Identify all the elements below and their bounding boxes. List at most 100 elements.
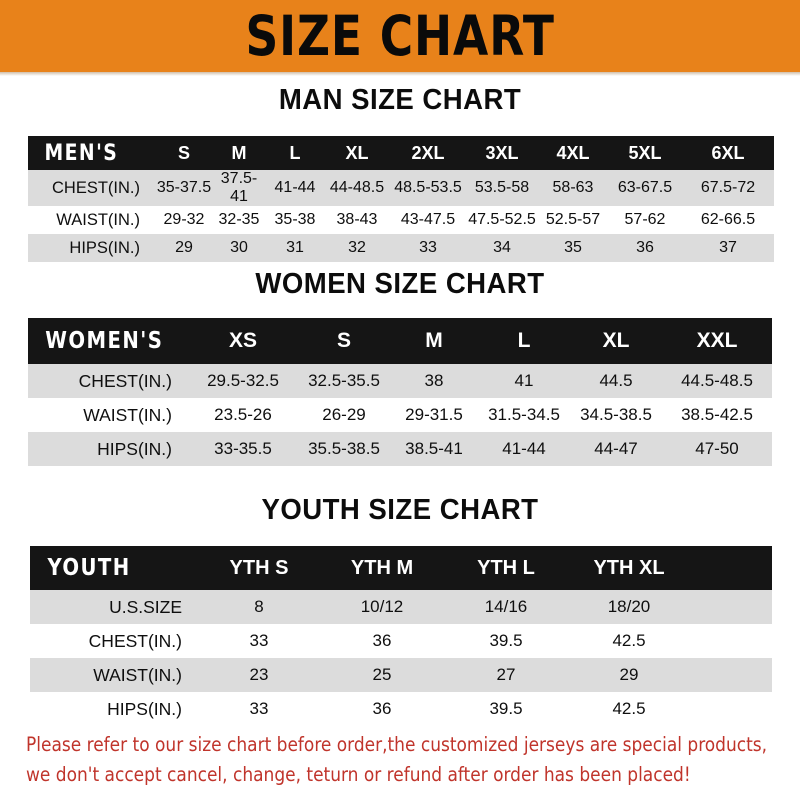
women-waist-5: 34.5-38.5 bbox=[580, 405, 652, 424]
women-table-header-row: WOMEN'S XS S M L XL XXL bbox=[28, 318, 772, 364]
youth-row-label-chest: CHEST(IN.) bbox=[88, 630, 182, 651]
men-size-col-9: 6XL bbox=[711, 142, 745, 163]
youth-waist-5 bbox=[690, 658, 772, 692]
women-size-col-4: L bbox=[517, 329, 531, 352]
men-table-header-row: MEN'S S M L XL 2XL 3XL 4XL 5XL 6XL bbox=[28, 136, 774, 170]
women-hips-3: 38.5-41 bbox=[405, 439, 463, 458]
table-row: U.S.SIZE 8 10/12 14/16 18/20 bbox=[30, 590, 772, 624]
women-size-col-3: M bbox=[425, 329, 443, 352]
men-size-col-1: S bbox=[177, 142, 190, 163]
men-hips-7: 35 bbox=[564, 239, 582, 256]
women-row-label-chest: CHEST(IN.) bbox=[78, 370, 172, 391]
men-chest-7: 58-63 bbox=[552, 179, 594, 196]
men-size-col-2: M bbox=[231, 142, 247, 163]
women-row-label-hips: HIPS(IN.) bbox=[97, 438, 172, 459]
men-header-label: MEN'S bbox=[44, 140, 119, 166]
men-size-col-4: XL bbox=[345, 142, 369, 163]
youth-header-label: YOUTH bbox=[47, 555, 131, 581]
men-hips-1: 29 bbox=[175, 239, 193, 256]
table-row: HIPS(IN.) 33-35.5 35.5-38.5 38.5-41 41-4… bbox=[28, 432, 772, 466]
women-waist-4: 31.5-34.5 bbox=[488, 405, 560, 424]
women-waist-6: 38.5-42.5 bbox=[681, 405, 753, 424]
men-waist-1: 29-32 bbox=[163, 211, 205, 228]
men-waist-9: 62-66.5 bbox=[700, 211, 756, 228]
youth-chest-1: 33 bbox=[249, 631, 269, 650]
men-waist-4: 38-43 bbox=[336, 211, 378, 228]
table-row: CHEST(IN.) 35-37.5 37.5-41 41-44 44-48.5… bbox=[28, 170, 774, 206]
men-hips-4: 32 bbox=[348, 239, 366, 256]
youth-ussize-4: 18/20 bbox=[607, 597, 651, 616]
men-size-col-3: L bbox=[289, 142, 301, 163]
men-hips-8: 36 bbox=[636, 239, 654, 256]
page-title: SIZE CHART bbox=[245, 3, 555, 68]
men-waist-7: 52.5-57 bbox=[545, 211, 601, 228]
men-chest-8: 63-67.5 bbox=[617, 179, 673, 196]
youth-ussize-2: 10/12 bbox=[360, 597, 404, 616]
youth-table-header-row: YOUTH YTH S YTH M YTH L YTH XL bbox=[30, 546, 772, 590]
section-title-man: MAN SIZE CHART bbox=[278, 84, 522, 116]
youth-waist-4: 29 bbox=[619, 665, 639, 684]
youth-waist-2: 25 bbox=[372, 665, 392, 684]
women-waist-3: 29-31.5 bbox=[405, 405, 463, 424]
youth-chest-2: 36 bbox=[372, 631, 392, 650]
women-header-label: WOMEN'S bbox=[45, 328, 164, 354]
women-hips-5: 44-47 bbox=[594, 439, 638, 458]
women-size-col-6: XXL bbox=[696, 329, 738, 352]
men-chest-4: 44-48.5 bbox=[329, 179, 385, 196]
youth-size-col-4: YTH XL bbox=[593, 556, 665, 579]
footer-line-1: Please refer to our size chart before or… bbox=[26, 733, 768, 756]
youth-size-table: YOUTH YTH S YTH M YTH L YTH XL U.S.SIZE … bbox=[30, 546, 772, 726]
men-row-label-hips: HIPS(IN.) bbox=[69, 238, 140, 257]
table-row: HIPS(IN.) 33 36 39.5 42.5 bbox=[30, 692, 772, 726]
youth-size-col-3: YTH L bbox=[477, 556, 535, 579]
women-chest-6: 44.5-48.5 bbox=[681, 371, 753, 390]
youth-size-col-5 bbox=[690, 546, 772, 590]
women-size-col-1: XS bbox=[228, 329, 257, 352]
youth-row-label-waist: WAIST(IN.) bbox=[93, 664, 182, 685]
youth-hips-2: 36 bbox=[372, 699, 392, 718]
women-hips-2: 35.5-38.5 bbox=[308, 439, 380, 458]
women-chest-5: 44.5 bbox=[599, 371, 633, 390]
youth-size-col-2: YTH M bbox=[350, 556, 414, 579]
header-banner: SIZE CHART bbox=[0, 0, 800, 72]
women-size-col-2: S bbox=[336, 329, 351, 352]
women-chest-1: 29.5-32.5 bbox=[207, 371, 279, 390]
women-row-label-waist: WAIST(IN.) bbox=[83, 404, 172, 425]
men-row-label-waist: WAIST(IN.) bbox=[56, 210, 140, 229]
men-waist-8: 57-62 bbox=[624, 211, 666, 228]
youth-chest-4: 42.5 bbox=[612, 631, 646, 650]
footer-disclaimer: Please refer to our size chart before or… bbox=[26, 730, 768, 790]
men-waist-2: 32-35 bbox=[218, 211, 260, 228]
men-chest-5: 48.5-53.5 bbox=[394, 179, 462, 196]
table-row: HIPS(IN.) 29 30 31 32 33 34 35 36 37 bbox=[28, 234, 774, 262]
men-waist-5: 43-47.5 bbox=[400, 211, 456, 228]
table-row: CHEST(IN.) 29.5-32.5 32.5-35.5 38 41 44.… bbox=[28, 364, 772, 398]
youth-ussize-1: 8 bbox=[254, 597, 264, 616]
men-hips-9: 37 bbox=[719, 239, 737, 256]
women-hips-4: 41-44 bbox=[502, 439, 546, 458]
women-chest-3: 38 bbox=[424, 371, 444, 390]
table-row: WAIST(IN.) 23 25 27 29 bbox=[30, 658, 772, 692]
men-size-col-7: 4XL bbox=[556, 142, 590, 163]
men-hips-6: 34 bbox=[493, 239, 511, 256]
men-size-col-6: 3XL bbox=[485, 142, 519, 163]
men-size-col-5: 2XL bbox=[411, 142, 445, 163]
youth-row-label-ussize: U.S.SIZE bbox=[109, 596, 182, 617]
youth-waist-1: 23 bbox=[249, 665, 269, 684]
youth-row-label-hips: HIPS(IN.) bbox=[107, 698, 182, 719]
men-chest-9: 67.5-72 bbox=[700, 179, 756, 196]
table-row: CHEST(IN.) 33 36 39.5 42.5 bbox=[30, 624, 772, 658]
youth-chest-3: 39.5 bbox=[489, 631, 523, 650]
men-chest-1: 35-37.5 bbox=[156, 179, 212, 196]
table-row: WAIST(IN.) 29-32 32-35 35-38 38-43 43-47… bbox=[28, 206, 774, 234]
women-hips-6: 47-50 bbox=[695, 439, 739, 458]
youth-size-col-1: YTH S bbox=[229, 556, 289, 579]
men-hips-3: 31 bbox=[286, 239, 304, 256]
section-title-youth: YOUTH SIZE CHART bbox=[261, 494, 539, 526]
women-size-col-5: XL bbox=[602, 329, 630, 352]
women-size-table: WOMEN'S XS S M L XL XXL CHEST(IN.) 29.5-… bbox=[28, 318, 772, 466]
youth-ussize-3: 14/16 bbox=[484, 597, 528, 616]
women-chest-4: 41 bbox=[514, 371, 534, 390]
banner-shadow bbox=[0, 72, 800, 76]
